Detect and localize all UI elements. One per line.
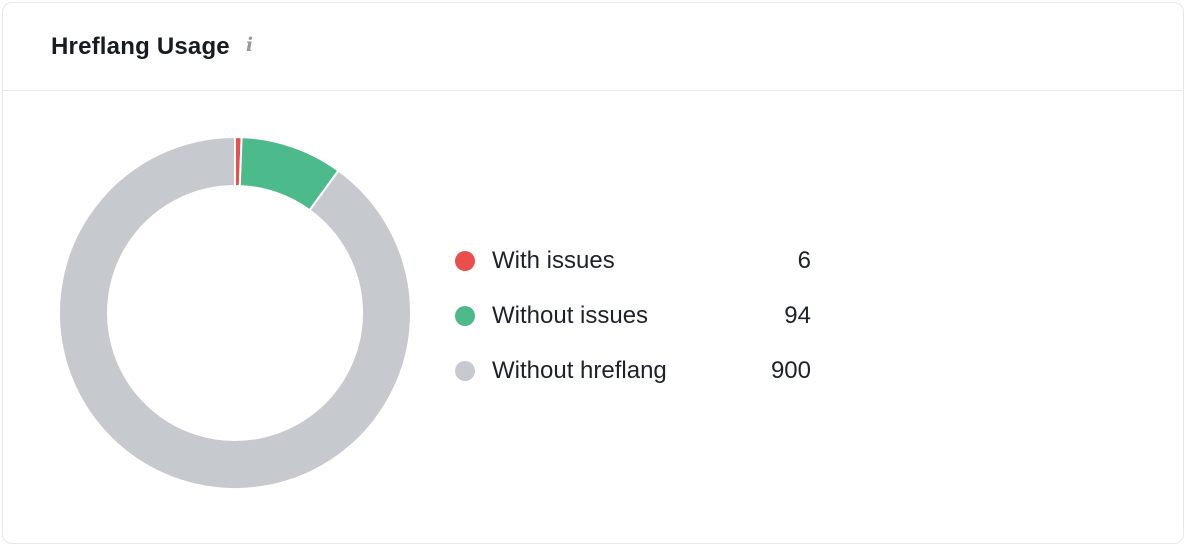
- legend-item-without-issues: Without issues 94: [455, 288, 811, 343]
- legend-item-with-issues: With issues 6: [455, 233, 811, 288]
- without-issues-dot-icon: [455, 305, 475, 326]
- legend-value: 94: [784, 301, 811, 329]
- page-title: Hreflang Usage: [51, 32, 230, 60]
- with-issues-dot-icon: [455, 250, 475, 271]
- legend-label: With issues: [492, 246, 615, 274]
- legend-value: 900: [770, 356, 811, 384]
- card-header: Hreflang Usage i: [3, 3, 1183, 91]
- chart-legend: With issues 6 Without issues 94 Without …: [455, 233, 811, 398]
- card-body: With issues 6 Without issues 94 Without …: [3, 91, 1183, 543]
- without-hreflang-dot-icon: [455, 360, 475, 381]
- donut-slice[interactable]: [58, 136, 412, 490]
- legend-label: Without issues: [492, 301, 649, 329]
- legend-item-without-hreflang: Without hreflang 900: [455, 343, 811, 398]
- legend-label: Without hreflang: [492, 356, 667, 384]
- info-icon[interactable]: i: [245, 33, 254, 56]
- legend-value: 6: [797, 246, 811, 274]
- donut-chart-svg[interactable]: [57, 135, 413, 491]
- hreflang-donut[interactable]: [57, 135, 413, 491]
